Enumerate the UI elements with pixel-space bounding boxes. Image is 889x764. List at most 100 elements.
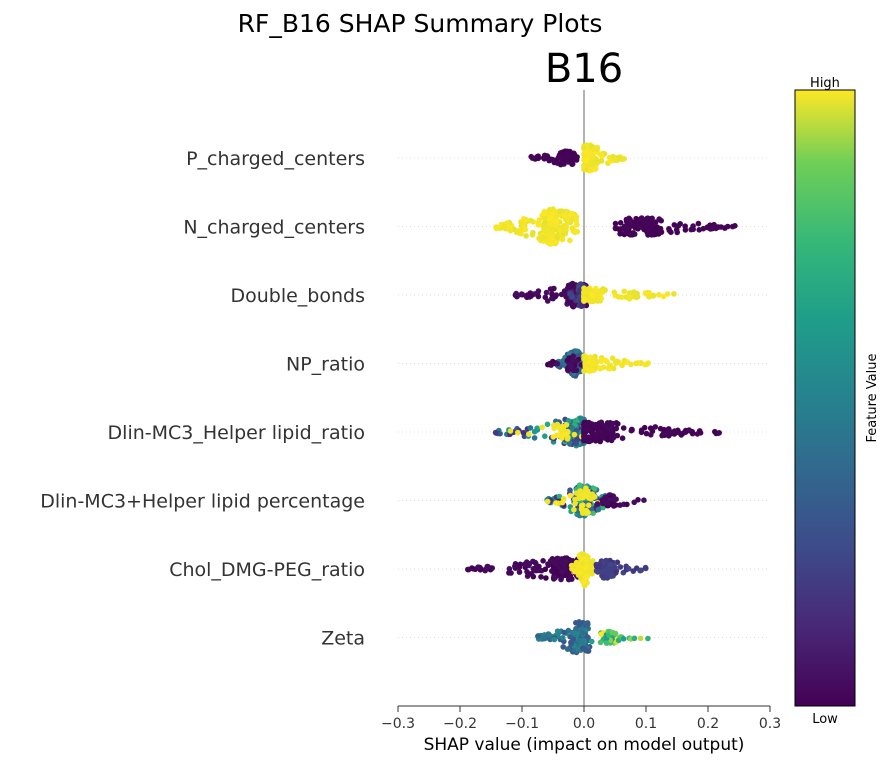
x-tick-label: −0.1 — [505, 716, 539, 732]
shap-point — [562, 431, 568, 438]
shap-point — [586, 422, 593, 428]
shap-point — [548, 221, 555, 227]
shap-point — [660, 293, 667, 300]
chart-title: RF_B16 SHAP Summary Plots — [238, 9, 603, 38]
shap-point — [592, 423, 599, 429]
shap-point — [714, 224, 721, 230]
shap-point — [724, 223, 731, 230]
shap-point — [564, 219, 571, 226]
shap-point — [694, 431, 701, 437]
shap-point — [581, 285, 587, 292]
shap-point — [637, 567, 643, 574]
shap-point — [603, 640, 610, 646]
colorbar — [794, 89, 856, 707]
shap-point — [535, 293, 542, 300]
shap-point — [541, 152, 548, 159]
shap-point — [598, 425, 605, 431]
shap-point — [631, 635, 638, 642]
shap-point — [573, 620, 579, 626]
x-axis-label: SHAP value (impact on model output) — [424, 735, 745, 755]
shap-point — [644, 215, 650, 222]
shap-point — [582, 363, 589, 370]
shap-point — [569, 161, 575, 167]
shap-point — [604, 500, 611, 506]
shap-point — [600, 504, 606, 511]
shap-point — [565, 576, 572, 583]
shap-point — [506, 570, 512, 576]
shap-point — [593, 563, 600, 570]
shap-point — [513, 229, 520, 235]
shap-point — [591, 486, 598, 492]
shap-point — [638, 215, 645, 221]
shap-point — [611, 496, 618, 502]
shap-point — [581, 144, 587, 151]
shap-point — [620, 425, 627, 431]
shap-point — [617, 502, 623, 508]
shap-point — [589, 292, 595, 299]
shap-point — [626, 296, 633, 302]
shap-point — [535, 153, 541, 159]
shap-point — [598, 151, 605, 157]
shap-point — [507, 428, 514, 434]
shap-point — [593, 431, 600, 438]
shap-point — [580, 637, 586, 644]
shap-point — [572, 630, 578, 636]
shap-point — [609, 571, 615, 578]
shap-point — [675, 223, 682, 229]
shap-point — [550, 358, 556, 365]
shap-point — [551, 425, 557, 432]
feature-labels: P_charged_centers N_charged_centers Double… — [40, 148, 365, 650]
shap-point — [591, 493, 598, 500]
shap-point — [626, 290, 633, 296]
shap-point — [588, 143, 595, 150]
shap-point — [559, 559, 565, 566]
shap-point — [564, 646, 571, 652]
shap-point — [559, 236, 566, 243]
shap-point — [543, 289, 550, 296]
shap-point — [567, 487, 573, 494]
colorbar-axis-label: Feature Value — [865, 354, 880, 443]
shap-point — [544, 498, 551, 505]
shap-point — [597, 639, 604, 646]
shap-point — [573, 490, 580, 497]
shap-point — [573, 559, 580, 566]
shap-point — [580, 579, 587, 586]
shap-point — [641, 497, 647, 504]
shap-point — [576, 495, 583, 501]
shap-point — [578, 488, 584, 495]
shap-point — [598, 419, 605, 426]
shap-point — [549, 237, 555, 243]
shap-point — [524, 573, 531, 579]
shap-point — [581, 433, 587, 440]
shap-point — [609, 355, 616, 362]
shap-point — [556, 208, 563, 214]
shap-point — [553, 219, 559, 225]
x-axis-ticks: −0.3 −0.2 −0.1 0.0 0.1 0.2 0.3 — [381, 706, 781, 732]
shap-point — [597, 438, 603, 445]
shap-point — [506, 566, 513, 572]
colorbar-high-label: High — [810, 76, 840, 91]
shap-point — [583, 158, 590, 165]
feature-label: Chol_DMG-PEG_ratio — [169, 559, 365, 581]
shap-point — [573, 440, 579, 447]
shap-point — [584, 489, 591, 496]
shap-point — [507, 227, 514, 234]
shap-point — [598, 631, 604, 638]
shap-point — [566, 572, 572, 578]
shap-point — [646, 293, 652, 300]
shap-point — [567, 291, 573, 297]
shap-point — [633, 215, 639, 222]
shap-point — [531, 428, 538, 435]
shap-point — [643, 430, 650, 437]
shap-point — [635, 222, 642, 229]
shap-point — [569, 357, 576, 363]
shap-point — [587, 566, 593, 572]
shap-point — [530, 566, 537, 572]
shap-point — [501, 223, 508, 229]
shap-point — [603, 429, 609, 436]
shap-point — [594, 501, 601, 507]
shap-point — [530, 219, 536, 225]
shap-point — [518, 291, 525, 297]
shap-point — [652, 424, 659, 430]
shap-point — [641, 424, 648, 431]
